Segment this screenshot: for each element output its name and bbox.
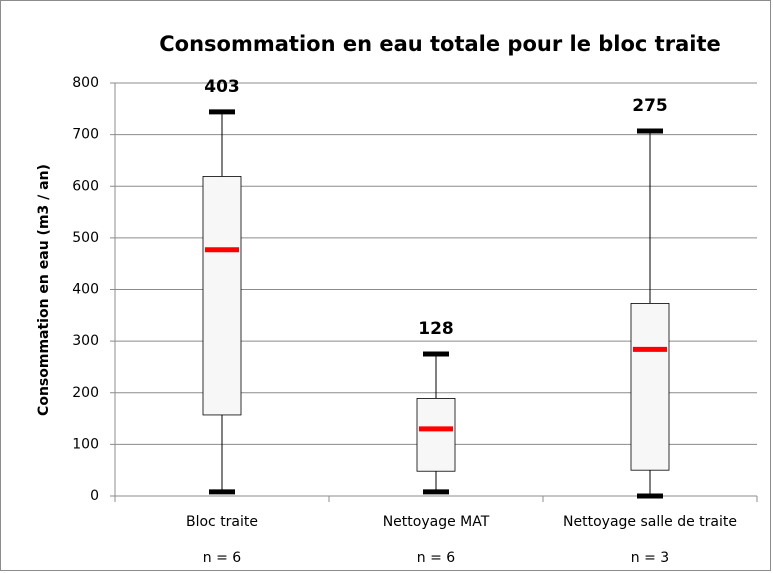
y-tick-label: 300: [72, 333, 99, 349]
y-tick-label: 200: [72, 385, 99, 401]
y-tick-label: 700: [72, 127, 99, 143]
box: [630, 303, 670, 471]
box: [416, 398, 456, 472]
value-label: 403: [204, 77, 240, 97]
box: [202, 176, 242, 416]
y-axis-label: Consommation en eau (m3 / an): [36, 164, 52, 416]
chart-title: Consommation en eau totale pour le bloc …: [159, 32, 720, 56]
x-tick-label: Nettoyage salle de traite: [563, 514, 737, 530]
sample-label: n = 6: [203, 550, 242, 566]
y-tick-label: 400: [72, 282, 99, 298]
sample-label: n = 6: [417, 550, 456, 566]
y-tick-label: 0: [90, 488, 99, 504]
sample-label: n = 3: [631, 550, 669, 566]
x-tick-label: Bloc traite: [186, 514, 258, 530]
y-tick-label: 600: [72, 178, 99, 194]
y-tick-label: 800: [72, 75, 99, 91]
value-label: 128: [418, 319, 454, 339]
x-tick-label: Nettoyage MAT: [383, 514, 490, 530]
y-tick-label: 500: [72, 230, 99, 246]
value-label: 275: [632, 96, 668, 116]
y-tick-label: 100: [72, 436, 99, 452]
